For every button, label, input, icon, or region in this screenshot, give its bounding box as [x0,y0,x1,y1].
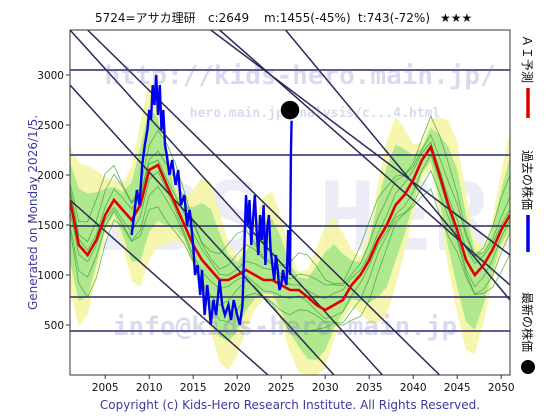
watermark-url: http://kids-hero.main.jp/ [104,61,495,91]
y-tick-label: 500 [44,320,64,332]
past-price-line [130,74,293,326]
legend: ＡＩ予測 過去の株価 最新の株価 [520,35,535,374]
x-tick-label: 2020 [224,382,251,394]
trend-line [70,199,269,375]
band-contour-line [70,169,510,324]
x-tick-label: 2035 [356,382,383,394]
target-price: t:743(-72%) [358,11,430,25]
x-tick-label: 2040 [400,382,427,394]
chart-title: 5724=アサカ理研 [95,11,196,25]
x-tick-label: 2050 [488,382,515,394]
latest-price-marker [279,99,301,121]
ai-prediction-line [70,144,510,312]
y-tick-label: 2500 [37,120,64,132]
band-contour-line [70,133,510,287]
y-tick-label: 2000 [37,170,64,182]
x-tick-label: 2010 [136,382,163,394]
trend-lines [70,30,510,375]
rating-stars: ★★★ [440,11,472,25]
x-tick-label: 2015 [180,382,207,394]
legend-past-label: 過去の株価 [520,150,535,210]
x-tick-label: 2045 [444,382,471,394]
x-tick-label: 2025 [268,382,295,394]
trend-line [285,30,510,301]
min-price: m:1455(-45%) [264,11,351,25]
legend-latest-label: 最新の株価 [520,292,535,352]
trend-line [87,30,441,375]
x-axis: 2005 2010 2015 2020 2025 2030 2035 2040 2045 2050 [92,375,515,394]
close-price: c:2649 [208,11,249,25]
y-tick-label: 1000 [37,270,64,282]
band-contour-line [70,153,510,320]
x-tick-label: 2030 [312,382,339,394]
y-tick-label: 3000 [37,70,64,82]
trend-line [70,84,335,375]
watermark-email: info@kids-hero.main.jp [113,312,457,342]
watermark-analysis-url: hero.main.jp/analysis/c...4.html [190,106,440,121]
band-contour-line [70,141,510,299]
legend-latest-dot [521,360,535,374]
y-axis: 500 1000 1500 2000 2500 3000 [37,70,70,332]
y-tick-label: 1500 [37,220,64,232]
plot-frame [69,29,511,376]
legend-ai-label: ＡＩ予測 [520,35,534,83]
generated-date-label: Generated on Monday 2026/1/5. [26,115,40,310]
copyright-text: Copyright (c) Kids-Hero Research Institu… [100,398,480,412]
trend-line [70,30,383,375]
trend-line [210,30,510,256]
x-tick-label: 2005 [92,382,119,394]
